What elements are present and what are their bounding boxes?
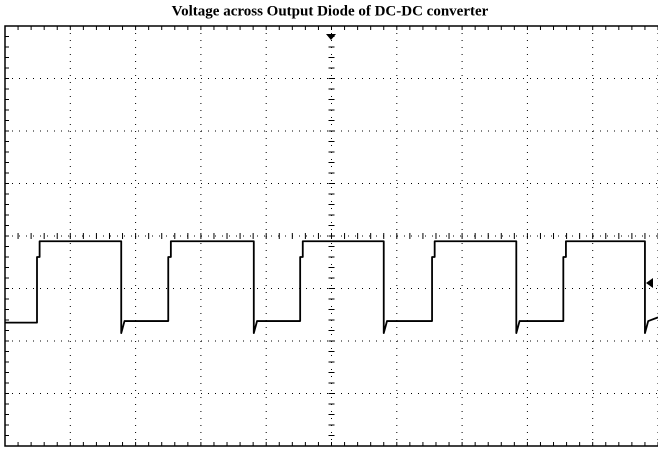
chart-title: Voltage across Output Diode of DC-DC con… (172, 3, 489, 19)
waveform (5, 240, 658, 335)
trigger-level-marker (646, 278, 653, 288)
plot-border (4, 25, 658, 447)
trigger-position-marker (326, 34, 336, 40)
traces (5, 240, 658, 335)
minor-ticks (4, 25, 658, 447)
